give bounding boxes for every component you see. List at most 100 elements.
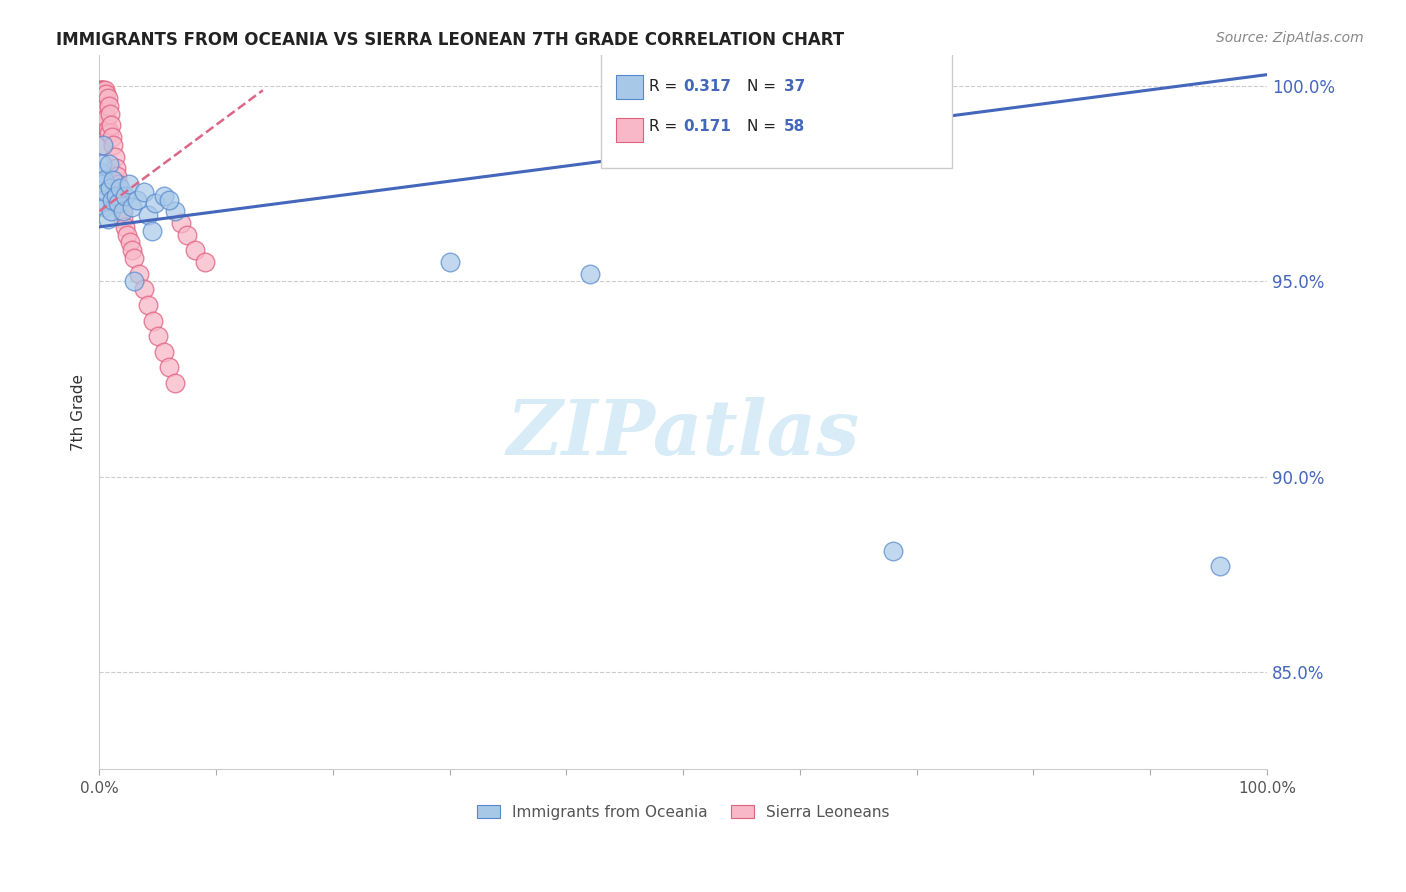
Point: [165, 376, 187, 390]
Point: [93, 103, 115, 117]
Point: [90, 177, 112, 191]
Point: [90, 95, 112, 109]
Point: [125, 193, 148, 207]
Point: [101, 130, 124, 145]
Point: [90, 83, 112, 97]
Text: 0.171: 0.171: [683, 119, 731, 134]
Point: [118, 235, 141, 250]
Point: [93, 119, 115, 133]
Point: [91, 91, 114, 105]
Point: [90, 119, 112, 133]
Point: [97, 126, 120, 140]
Point: [97, 91, 120, 105]
Point: [882, 543, 904, 558]
Point: [103, 137, 125, 152]
Point: [91, 137, 114, 152]
Point: [121, 244, 143, 258]
Point: [90, 95, 112, 109]
Point: [159, 193, 181, 207]
Point: [121, 200, 143, 214]
Point: [124, 275, 146, 289]
Point: [98, 181, 121, 195]
Point: [94, 114, 117, 128]
Point: [97, 99, 120, 113]
Point: [90, 87, 112, 102]
Point: [117, 177, 139, 191]
Point: [114, 188, 136, 202]
FancyBboxPatch shape: [602, 44, 952, 169]
Text: N =: N =: [748, 119, 782, 134]
Point: [439, 255, 461, 269]
Legend: Immigrants from Oceania, Sierra Leoneans: Immigrants from Oceania, Sierra Leoneans: [471, 798, 896, 826]
Point: [141, 224, 163, 238]
Point: [176, 227, 198, 242]
Point: [90, 103, 112, 117]
Point: [97, 122, 120, 136]
Point: [110, 196, 132, 211]
Point: [100, 204, 122, 219]
Point: [96, 87, 118, 102]
Point: [90, 103, 112, 117]
Point: [94, 99, 117, 113]
Point: [89, 83, 111, 97]
Point: [142, 313, 165, 327]
Point: [124, 251, 146, 265]
Point: [114, 219, 136, 234]
Point: [91, 137, 114, 152]
Point: [90, 91, 112, 105]
Point: [184, 244, 207, 258]
Text: N =: N =: [748, 79, 782, 95]
Point: [103, 173, 125, 187]
Point: [170, 216, 193, 230]
Point: [138, 298, 160, 312]
Text: IMMIGRANTS FROM OCEANIA VS SIERRA LEONEAN 7TH GRADE CORRELATION CHART: IMMIGRANTS FROM OCEANIA VS SIERRA LEONEA…: [56, 31, 845, 49]
Text: ZIPatlas: ZIPatlas: [506, 397, 859, 471]
Text: 0.317: 0.317: [683, 79, 731, 95]
Text: R =: R =: [650, 79, 682, 95]
Point: [146, 329, 169, 343]
Point: [90, 157, 112, 171]
Point: [110, 204, 132, 219]
Point: [159, 360, 181, 375]
Point: [104, 161, 127, 176]
Point: [96, 111, 118, 125]
Point: [108, 188, 131, 202]
Text: R =: R =: [650, 119, 682, 134]
Point: [101, 193, 124, 207]
Point: [110, 181, 132, 195]
Point: [145, 196, 167, 211]
Point: [1209, 559, 1232, 574]
Point: [111, 212, 134, 227]
Point: [98, 106, 121, 120]
Point: [97, 212, 120, 227]
FancyBboxPatch shape: [616, 118, 643, 142]
Point: [578, 267, 600, 281]
Point: [132, 185, 155, 199]
Text: 37: 37: [783, 79, 804, 95]
Point: [90, 165, 112, 179]
Point: [90, 87, 112, 102]
Point: [91, 193, 114, 207]
Point: [91, 83, 114, 97]
Text: 100.0%: 100.0%: [1237, 781, 1296, 796]
Text: 0.0%: 0.0%: [80, 781, 120, 796]
Point: [152, 188, 174, 202]
Point: [152, 344, 174, 359]
Text: 58: 58: [783, 119, 804, 134]
Y-axis label: 7th Grade: 7th Grade: [72, 374, 86, 450]
Point: [96, 185, 118, 199]
Point: [117, 227, 139, 242]
FancyBboxPatch shape: [616, 75, 643, 99]
Point: [90, 83, 112, 97]
Point: [94, 200, 117, 214]
Point: [132, 282, 155, 296]
Point: [93, 173, 115, 187]
Point: [111, 204, 134, 219]
Point: [94, 83, 117, 97]
Point: [128, 267, 150, 281]
Text: Source: ZipAtlas.com: Source: ZipAtlas.com: [1216, 31, 1364, 45]
Point: [104, 150, 127, 164]
Point: [97, 157, 120, 171]
Point: [105, 169, 128, 183]
Point: [107, 177, 129, 191]
